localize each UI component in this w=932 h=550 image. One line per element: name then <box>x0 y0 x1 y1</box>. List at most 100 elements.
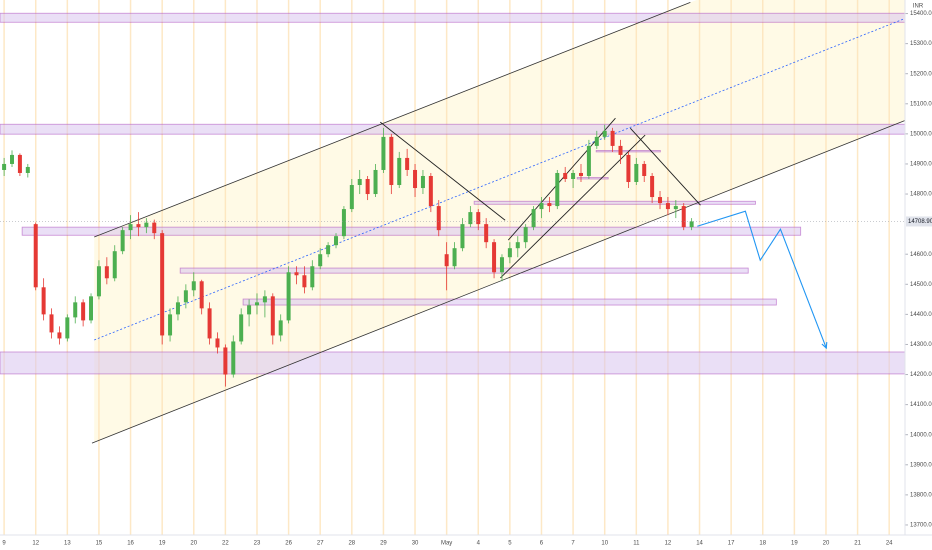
candle-body <box>381 136 386 170</box>
candle-body <box>468 212 473 225</box>
candle-body <box>484 224 489 243</box>
candle-body <box>642 163 647 176</box>
x-tick-label: 26 <box>285 541 292 547</box>
x-tick-label: 15 <box>96 541 103 547</box>
candle-body <box>199 281 204 309</box>
candle-body <box>2 163 7 170</box>
x-tick-label: 23 <box>254 541 261 547</box>
candle-body <box>499 257 504 273</box>
zone <box>576 177 609 180</box>
candle-body <box>673 206 678 210</box>
y-tick-label: 14300.00 <box>910 342 932 348</box>
x-tick-label: 17 <box>728 541 735 547</box>
y-tick-label: 14400.00 <box>910 312 932 318</box>
candle-body <box>665 203 670 210</box>
candle-body <box>539 203 544 210</box>
zone <box>179 267 749 274</box>
y-tick-label: 14000.00 <box>910 432 932 438</box>
background-layer <box>3 0 905 535</box>
candle-body <box>515 242 520 249</box>
channel-fill <box>94 0 905 443</box>
y-tick-label: 14100.00 <box>910 402 932 408</box>
x-tick-label: May <box>441 541 452 547</box>
candle-body <box>57 332 62 339</box>
candle-body <box>96 266 101 297</box>
candle-body <box>413 169 418 189</box>
zone <box>0 123 906 135</box>
candle-body <box>389 136 394 186</box>
x-tick-label: 7 <box>571 541 575 547</box>
trend-line <box>500 134 646 279</box>
candle-body <box>531 209 536 228</box>
candle-body <box>254 302 259 306</box>
candle-body <box>357 178 362 186</box>
candle-body <box>231 341 236 375</box>
candle-body <box>681 206 686 228</box>
candle-body <box>436 206 441 231</box>
x-tick-label: 19 <box>791 541 798 547</box>
candle-body <box>586 145 591 176</box>
candle-body <box>175 302 180 315</box>
candle-body <box>405 157 410 170</box>
x-tick-label: 20 <box>823 541 830 547</box>
x-tick-label: 30 <box>412 541 419 547</box>
y-tick-label: 14900.00 <box>910 162 932 168</box>
x-tick-label: 19 <box>159 541 166 547</box>
candle-body <box>689 221 694 228</box>
candle-body <box>104 266 109 279</box>
x-tick-label: 9 <box>2 541 6 547</box>
candle-body <box>650 175 655 198</box>
candle-body <box>571 172 576 179</box>
candles-layer <box>2 124 694 387</box>
y-tick-label: 14600.00 <box>910 252 932 258</box>
candle-body <box>334 236 339 246</box>
trend-line <box>379 121 506 221</box>
x-tick-label: 29 <box>380 541 387 547</box>
candle-body <box>658 197 663 204</box>
candle-body <box>428 175 433 207</box>
y-tick-label: 13700.00 <box>910 523 932 529</box>
candle-body <box>17 154 22 173</box>
x-tick-label: 10 <box>601 541 608 547</box>
candle-body <box>25 166 30 173</box>
channel-midline <box>94 17 906 341</box>
candle-body <box>349 185 354 210</box>
candle-body <box>223 347 228 375</box>
x-tick-label: 28 <box>348 541 355 547</box>
candle-body <box>420 175 425 189</box>
y-tick-label: 15200.00 <box>910 71 932 77</box>
x-tick-label: 22 <box>222 541 229 547</box>
candle-body <box>239 314 244 342</box>
candle-body <box>602 130 607 137</box>
zone <box>473 200 756 205</box>
x-tick-label: 11 <box>633 541 640 547</box>
candle-body <box>610 130 615 146</box>
candle-body <box>278 320 283 336</box>
candle-body <box>112 251 117 279</box>
candle-body <box>373 169 378 195</box>
y-tick-label: 14800.00 <box>910 192 932 198</box>
candle-body <box>563 172 568 179</box>
y-tick-label: 15300.00 <box>910 41 932 47</box>
candle-body <box>452 248 457 267</box>
candle-body <box>49 314 54 333</box>
candle-body <box>594 136 599 146</box>
candle-body <box>136 224 141 228</box>
zone <box>0 351 906 375</box>
candle-body <box>10 154 15 164</box>
zone <box>242 298 777 306</box>
x-tick-label: 24 <box>886 541 893 547</box>
candle-body <box>618 145 623 155</box>
y-tick-label: 14500.00 <box>910 282 932 288</box>
candle-body <box>365 178 370 195</box>
candle-body <box>397 157 402 186</box>
candle-body <box>523 227 528 243</box>
candle-body <box>341 209 346 237</box>
x-tick-label: 5 <box>508 541 512 547</box>
candle-body <box>183 290 188 303</box>
candle-body <box>73 302 78 318</box>
y-tick-label: 13800.00 <box>910 492 932 498</box>
candle-body <box>634 163 639 183</box>
candle-body <box>207 308 212 339</box>
